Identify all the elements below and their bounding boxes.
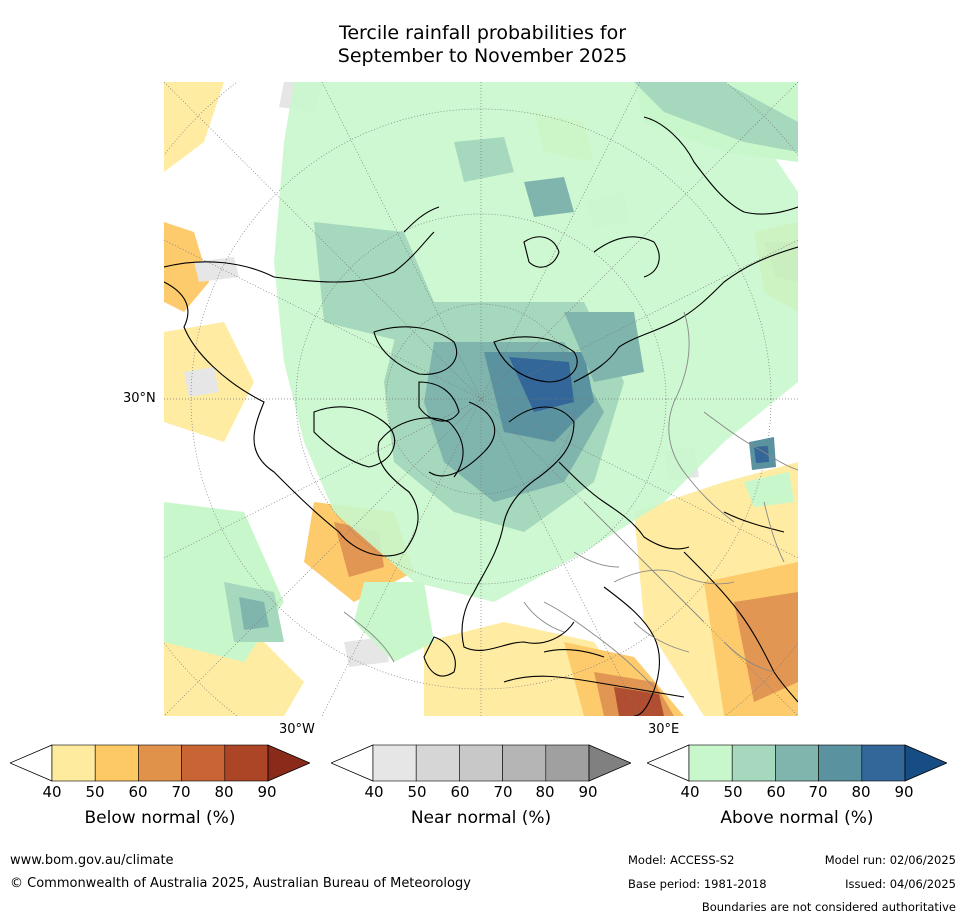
- colorbar-below-extend-low: [8, 744, 53, 782]
- country-borders: [343, 311, 798, 688]
- colorbar-above-svg: [645, 744, 949, 782]
- colorbar-near-segment: [415, 744, 460, 782]
- map-title-line1: Tercile rainfall probabilities for: [338, 22, 627, 44]
- tick-below-90: 90: [257, 783, 277, 801]
- tick-near-70: 70: [493, 783, 513, 801]
- colorbar-above-normal: [645, 744, 949, 782]
- colorbar-near-segment: [545, 744, 590, 782]
- tick-near-50: 50: [407, 783, 427, 801]
- footer-issued: Issued: 04/06/2025: [845, 877, 956, 891]
- colorbar-below-segment: [94, 744, 139, 782]
- tick-below-60: 60: [128, 783, 148, 801]
- colorbar-near-extend-high: [588, 744, 633, 782]
- colorbar-below-normal: [8, 744, 312, 782]
- polar-map-svg: [164, 82, 798, 716]
- tick-near-40: 40: [364, 783, 384, 801]
- colorbar-below-title: Below normal (%): [84, 808, 236, 828]
- colorbar-below-extend-high: [267, 744, 312, 782]
- colorbar-below-segment: [138, 744, 182, 782]
- tick-above-60: 60: [766, 783, 786, 801]
- colorbar-above-extend-low: [645, 744, 690, 782]
- tick-below-50: 50: [85, 783, 105, 801]
- tick-above-70: 70: [808, 783, 828, 801]
- colorbar-below-segment: [181, 744, 226, 782]
- colorbar-below-ticks: 40 50 60 70 80 90: [10, 783, 310, 803]
- tick-below-80: 80: [214, 783, 234, 801]
- colorbar-near-extend-low: [329, 744, 374, 782]
- tick-below-40: 40: [42, 783, 62, 801]
- tick-near-80: 80: [535, 783, 555, 801]
- colorbar-above-ticks: 40 50 60 70 80 90: [647, 783, 947, 803]
- colorbar-below-segment: [224, 744, 269, 782]
- tick-above-80: 80: [851, 783, 871, 801]
- colorbar-above-title: Above normal (%): [720, 808, 874, 828]
- footer-copyright: © Commonwealth of Australia 2025, Austra…: [10, 876, 471, 891]
- colorbar-above-extend-high: [904, 744, 949, 782]
- colorbar-below-segment: [51, 744, 96, 782]
- longitude-label-30e: 30°E: [648, 722, 680, 737]
- map-title-line2: September to November 2025: [337, 45, 628, 67]
- tick-below-70: 70: [171, 783, 191, 801]
- below-normal-regions: [164, 82, 798, 716]
- longitude-label-30w: 30°W: [279, 722, 315, 737]
- footer-model: Model: ACCESS-S2: [628, 853, 735, 867]
- colorbar-above-segment: [861, 744, 906, 782]
- colorbar-near-segment: [372, 744, 417, 782]
- tick-near-60: 60: [450, 783, 470, 801]
- colorbar-above-segment: [688, 744, 733, 782]
- colorbar-near-segment: [459, 744, 503, 782]
- colorbar-above-segment: [775, 744, 819, 782]
- footer-boundaries-note: Boundaries are not considered authoritat…: [701, 900, 956, 914]
- colorbar-near-ticks: 40 50 60 70 80 90: [331, 783, 631, 803]
- colorbar-below-svg: [8, 744, 312, 782]
- tick-above-50: 50: [723, 783, 743, 801]
- colorbar-near-title: Near normal (%): [410, 808, 552, 828]
- latitude-label-30n: 30°N: [123, 391, 156, 406]
- tick-near-90: 90: [578, 783, 598, 801]
- colorbar-above-segment: [731, 744, 776, 782]
- map-title: Tercile rainfall probabilities for Septe…: [0, 22, 965, 68]
- footer-website: www.bom.gov.au/climate: [10, 853, 174, 868]
- colorbar-near-svg: [329, 744, 633, 782]
- colorbar-above-segment: [818, 744, 863, 782]
- tick-above-40: 40: [680, 783, 700, 801]
- polar-map: [164, 82, 798, 716]
- colorbar-near-normal: [329, 744, 633, 782]
- coastlines: [164, 116, 798, 716]
- colorbar-near-segment: [502, 744, 547, 782]
- footer-model-run: Model run: 02/06/2025: [824, 853, 956, 867]
- footer-base-period: Base period: 1981-2018: [628, 877, 767, 891]
- tick-above-90: 90: [894, 783, 914, 801]
